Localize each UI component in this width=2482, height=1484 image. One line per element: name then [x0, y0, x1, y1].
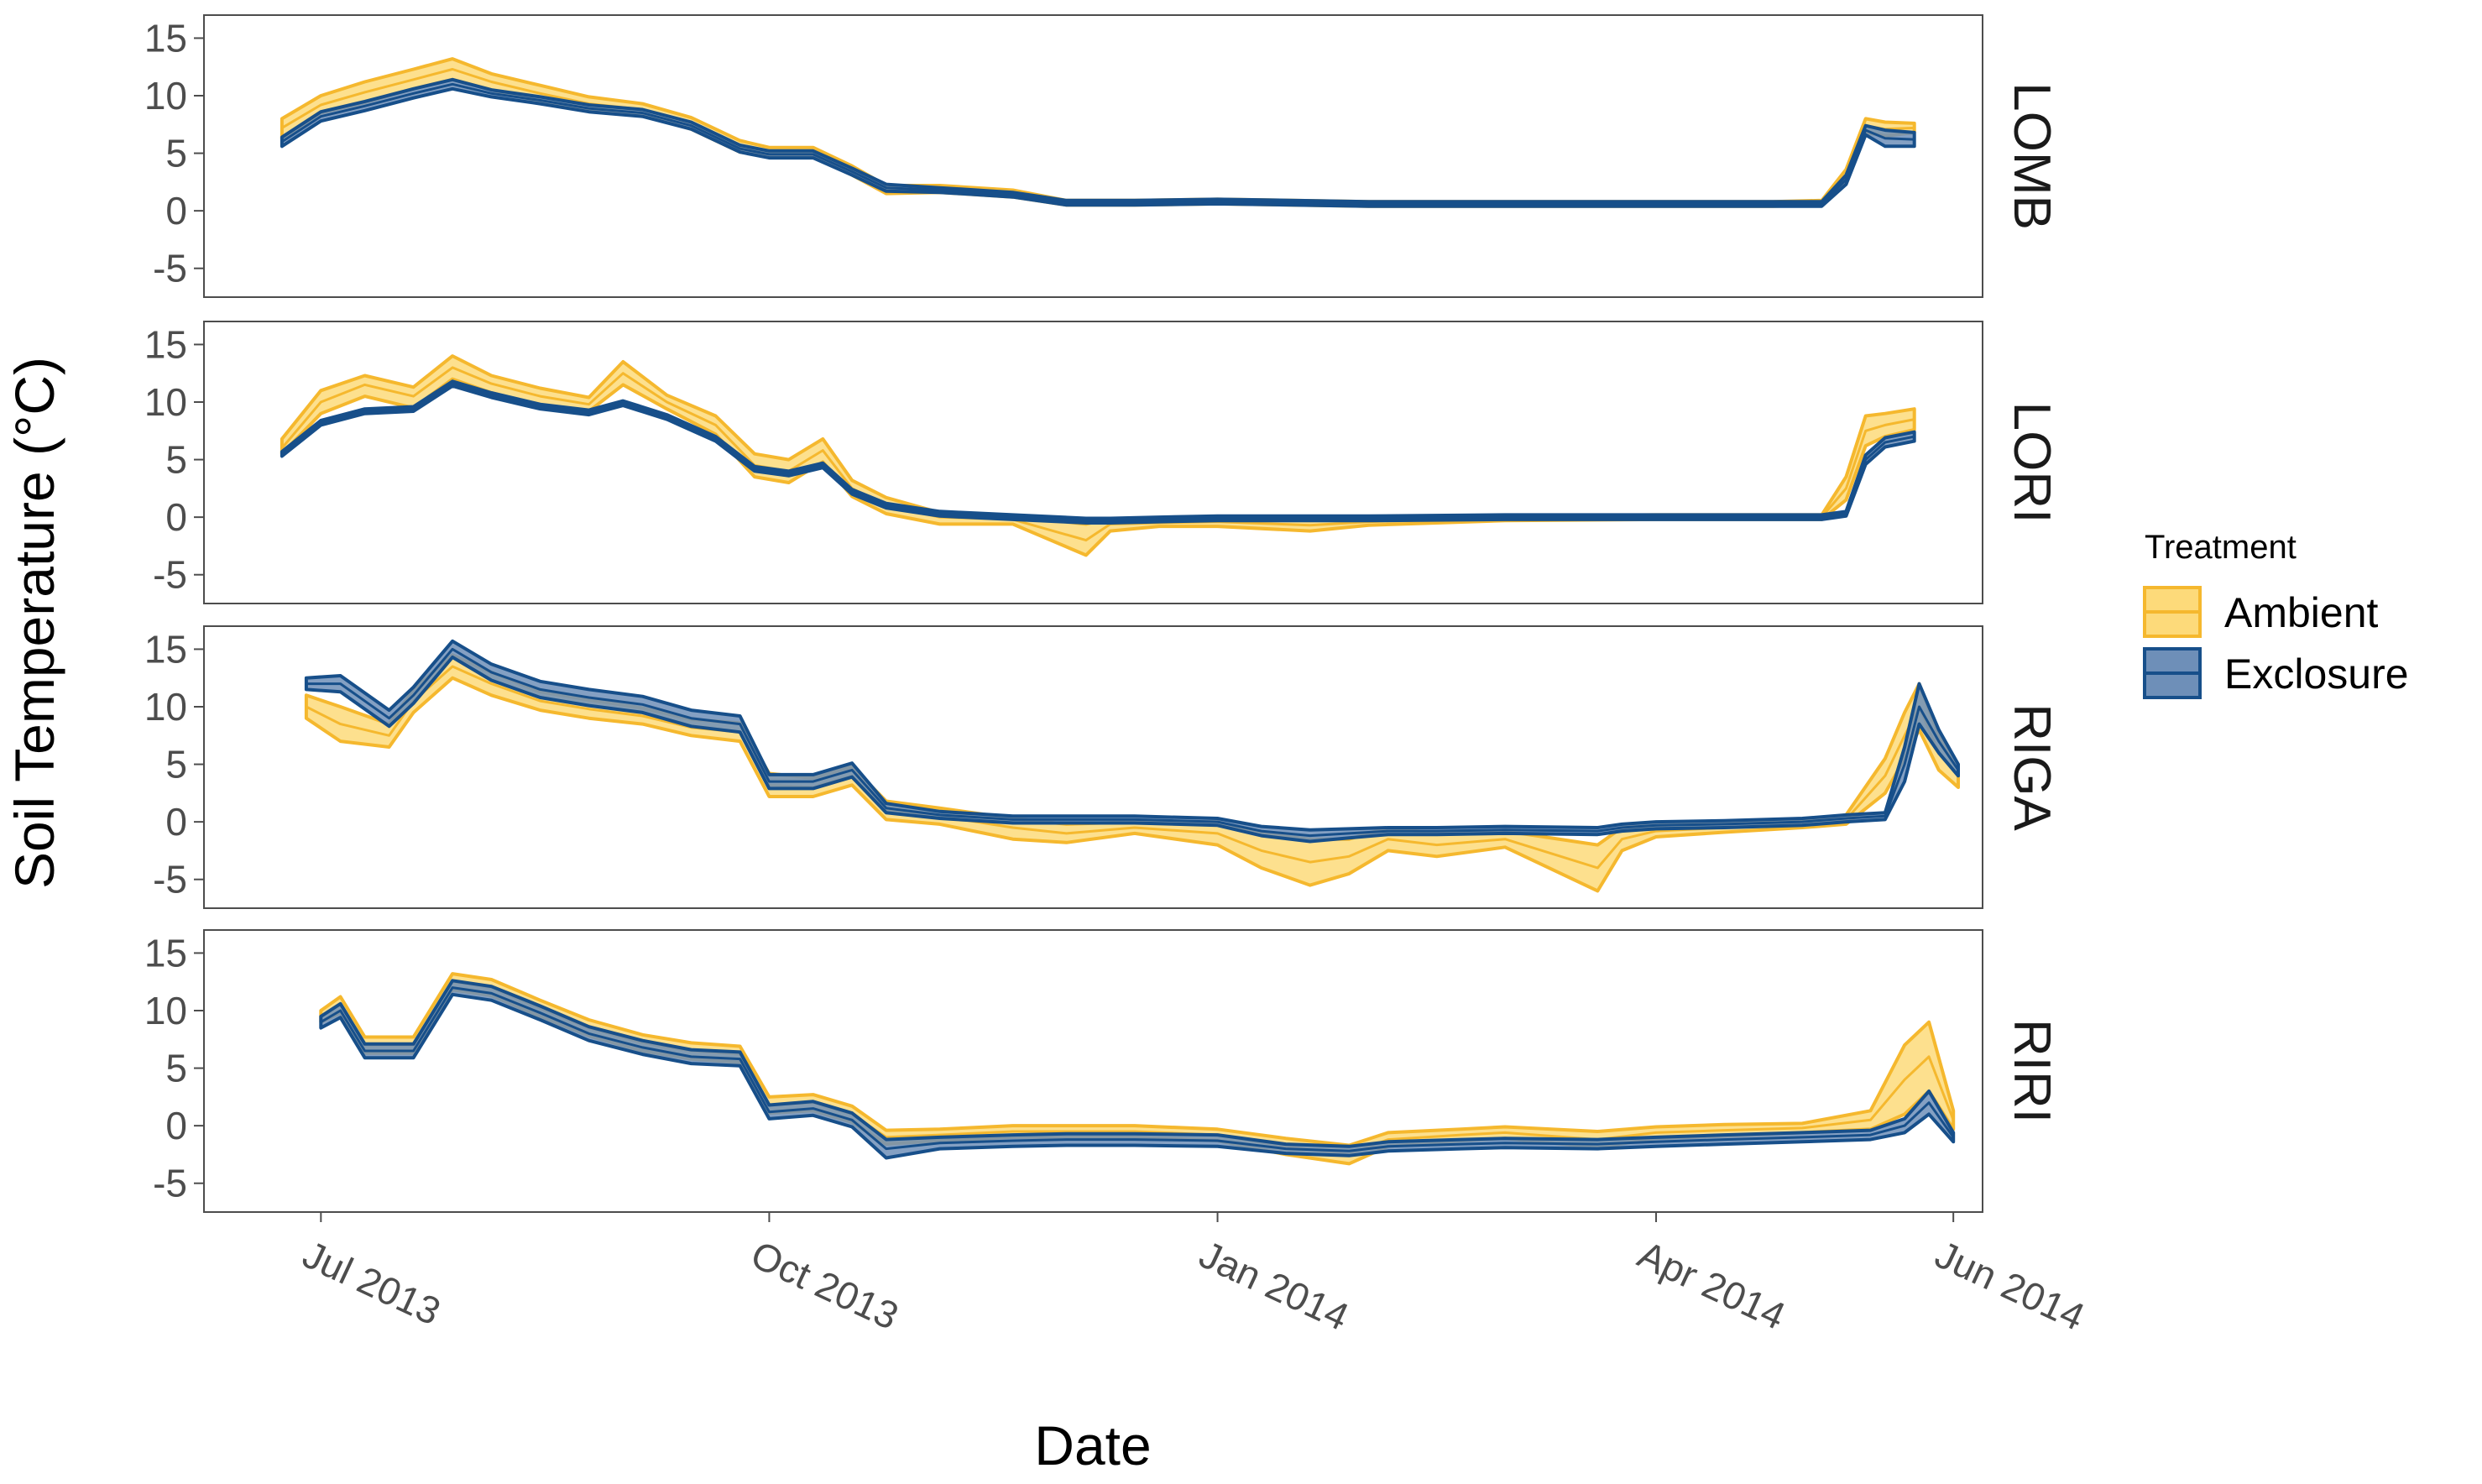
- panels-layer: 15 10 5 0 -5 LOMB 15 10 5 0 -5 LORI 15 10 5 0 -5 RIGA 15 10…: [144, 14, 2061, 1213]
- mean-line-lomb-exclosure: [281, 82, 1915, 206]
- y-tick-label-riri: 0: [165, 1104, 187, 1147]
- mean-line-riga-exclosure: [306, 647, 1960, 838]
- y-tick-label-lori: 15: [144, 322, 187, 366]
- y-tick-label-lomb: -5: [153, 247, 187, 290]
- legend-label-ambient: Ambient: [2224, 589, 2379, 636]
- legend-entry-exclosure: Exclosure: [2143, 647, 2409, 699]
- ribbon-lori-exclosure: [280, 379, 1916, 525]
- y-tick-label-riga: 10: [144, 685, 187, 729]
- x-tick-label: Jun 2014: [1929, 1232, 2092, 1339]
- legend-entry-ambient: Ambient: [2143, 586, 2379, 638]
- y-tick-label-riga: 5: [165, 743, 187, 786]
- y-tick-label-lomb: 15: [144, 16, 187, 60]
- mean-line-lori-exclosure: [280, 382, 1915, 522]
- y-tick-label-lori: 5: [165, 438, 187, 482]
- y-axis-title: Soil Temperature (°C): [3, 357, 65, 889]
- x-tick-label: Apr 2014: [1632, 1232, 1792, 1338]
- y-tick-label-lori: -5: [153, 553, 187, 597]
- y-tick-label-riri: -5: [153, 1162, 187, 1205]
- panel-lori: 15 10 5 0 -5 LORI: [144, 321, 2061, 604]
- y-tick-label-riri: 10: [144, 989, 187, 1032]
- x-tick-label: Jul 2013: [296, 1232, 447, 1334]
- strip-label-lori: LORI: [2003, 402, 2061, 524]
- y-tick-label-lori: 0: [165, 495, 187, 539]
- y-tick-label-lomb: 5: [165, 132, 187, 175]
- y-tick-label-riga: -5: [153, 858, 187, 901]
- y-tick-label-lori: 10: [144, 380, 187, 424]
- y-tick-label-riri: 15: [144, 931, 187, 975]
- legend-label-exclosure: Exclosure: [2224, 651, 2409, 698]
- panel-riga: 15 10 5 0 -5 RIGA: [144, 625, 2061, 909]
- x-tick-label: Oct 2013: [745, 1232, 905, 1338]
- legend: Treatment Ambient Exclosure: [2143, 529, 2409, 699]
- x-axis-title: Date: [1034, 1414, 1151, 1476]
- ribbon-riri-exclosure: [319, 979, 1956, 1160]
- panel-lomb: 15 10 5 0 -5 LOMB: [144, 14, 2061, 298]
- y-tick-label-riga: 0: [165, 800, 187, 844]
- x-tick-label: Jan 2014: [1193, 1232, 1356, 1339]
- strip-label-lomb: LOMB: [2003, 82, 2061, 230]
- legend-title: Treatment: [2145, 529, 2297, 566]
- strip-label-riri: RIRI: [2003, 1019, 2061, 1123]
- x-axis: Jul 2013 Oct 2013 Jan 2014 Apr 2014 Jun 2014: [296, 1212, 2091, 1339]
- y-tick-label-lomb: 10: [144, 74, 187, 118]
- y-tick-label-riri: 5: [165, 1047, 187, 1090]
- ribbon-lomb-exclosure: [280, 77, 1916, 208]
- panel-frame-lomb: [203, 14, 1983, 298]
- panel-frame-lori: [203, 321, 1983, 604]
- y-tick-label-riga: 15: [144, 627, 187, 671]
- mean-line-riri-exclosure: [320, 986, 1955, 1152]
- ribbon-lori-ambient: [280, 354, 1916, 557]
- strip-label-riga: RIGA: [2003, 703, 2061, 831]
- panel-riri: 15 10 5 0 -5 RIRI: [144, 929, 2061, 1213]
- y-tick-label-lomb: 0: [165, 189, 187, 233]
- panel-frame-riri: [203, 929, 1983, 1213]
